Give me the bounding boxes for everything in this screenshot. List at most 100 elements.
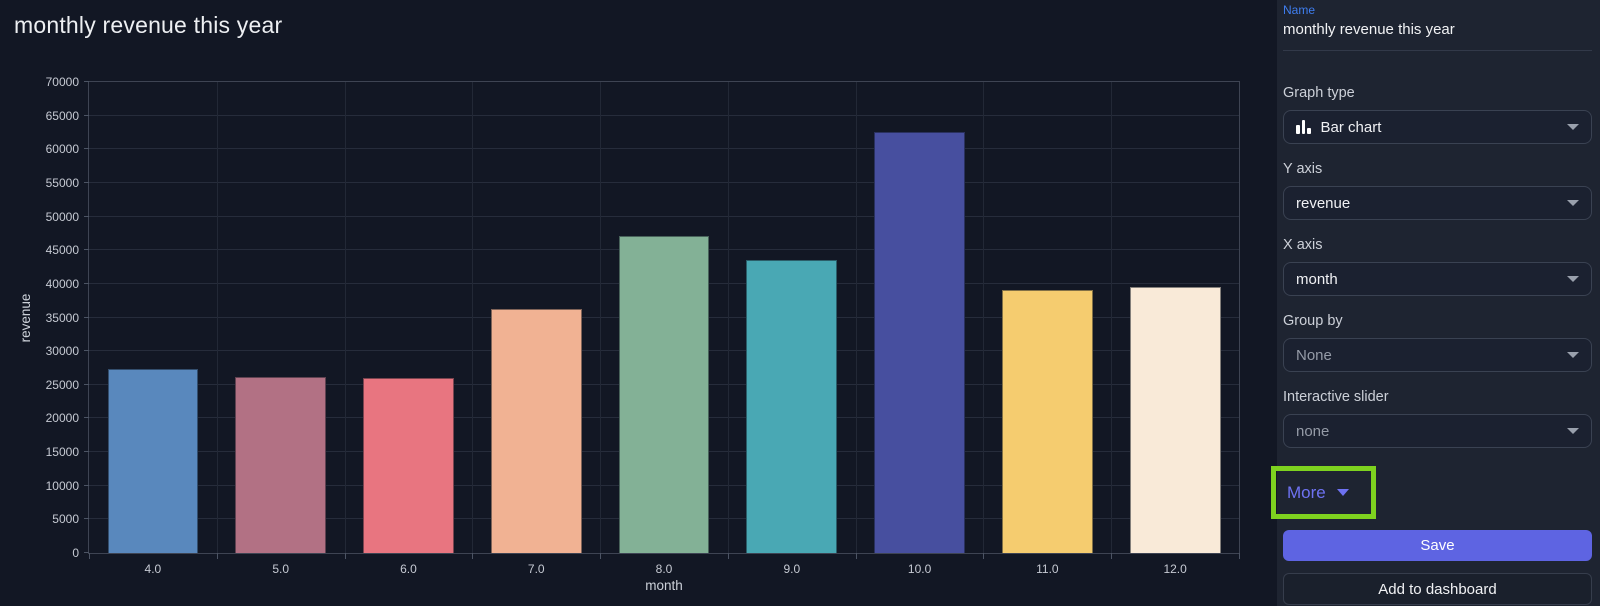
y-axis-title: revenue — [18, 293, 33, 342]
y-tick-label: 55000 — [45, 175, 79, 190]
y-tick-label: 50000 — [45, 209, 79, 224]
bar-10.0[interactable] — [874, 132, 965, 553]
field-group: Group by None — [1283, 314, 1592, 372]
page-title: monthly revenue this year — [14, 12, 283, 38]
divider — [1283, 50, 1592, 51]
gridline-horizontal — [89, 148, 1239, 150]
y-tick-mark — [84, 383, 89, 385]
x-tick-mark — [344, 553, 346, 559]
dropdown-value: month — [1296, 270, 1338, 288]
y-tick-mark — [84, 350, 89, 352]
dropdown-value: None — [1296, 346, 1332, 364]
y-tick-mark — [84, 484, 89, 486]
x-tick-label: 6.0 — [400, 562, 417, 576]
chevron-down-icon — [1567, 200, 1579, 206]
field-label: X axis — [1283, 237, 1323, 253]
annotation-highlight-box: More — [1271, 466, 1376, 519]
dropdown-graph-type[interactable]: Bar chart — [1283, 110, 1592, 144]
name-field-label: Name — [1283, 3, 1316, 17]
x-tick-mark — [855, 553, 857, 559]
bar-cell — [856, 82, 984, 553]
config-sidebar: Name monthly revenue this year Graph typ… — [1271, 0, 1600, 606]
x-tick-mark — [727, 553, 729, 559]
dropdown-value: revenue — [1296, 194, 1351, 212]
bar-cell — [89, 82, 217, 553]
chevron-down-icon — [1567, 352, 1579, 358]
field-group: Y axis revenue — [1283, 162, 1592, 220]
bar-5.0[interactable] — [235, 377, 327, 553]
y-tick-label: 60000 — [45, 142, 79, 157]
field-group: Graph type Bar chart — [1283, 86, 1592, 144]
bar-chart-icon — [1296, 120, 1311, 134]
x-tick-mark — [472, 553, 474, 559]
chart-canvas: monthly revenue this year 0 5000 10000 1500… — [14, 12, 1240, 593]
bar-12.0[interactable] — [1129, 287, 1221, 553]
x-tick-label: 8.0 — [655, 562, 673, 576]
x-tick-row: 4.0 5.0 6.0 7.0 8.0 9.0 10.0 11.0 12.0 — [89, 562, 1239, 576]
x-tick-label: 12.0 — [1163, 562, 1187, 576]
bar-9.0[interactable] — [746, 260, 838, 553]
more-button[interactable]: More — [1287, 483, 1349, 503]
y-tick-mark — [84, 249, 89, 251]
y-tick-label: 20000 — [45, 411, 79, 426]
dropdown-y-axis[interactable]: revenue — [1283, 186, 1592, 220]
y-tick-label: 10000 — [45, 478, 79, 493]
y-tick-mark — [84, 181, 89, 183]
bars-layer — [89, 82, 1239, 553]
bar-4.0[interactable] — [107, 369, 199, 553]
chevron-down-icon — [1336, 489, 1349, 496]
x-tick-mark — [216, 553, 218, 559]
x-tick-mark — [1111, 553, 1113, 559]
x-axis-title: month — [645, 578, 683, 593]
gridline-horizontal — [89, 181, 1239, 183]
y-tick-label: 40000 — [45, 276, 79, 291]
name-field-value[interactable]: monthly revenue this year — [1283, 21, 1455, 38]
field-label: Y axis — [1283, 161, 1323, 177]
y-tick-label: 70000 — [45, 75, 79, 89]
x-tick-label: 9.0 — [783, 562, 801, 576]
bar-11.0[interactable] — [1002, 289, 1093, 553]
y-tick-label: 25000 — [45, 377, 79, 392]
field-group: X axis month — [1283, 238, 1592, 296]
gridline-vertical — [1111, 82, 1113, 553]
bar-cell — [345, 82, 473, 553]
y-tick-mark — [84, 417, 89, 419]
chevron-down-icon — [1567, 428, 1579, 434]
bar-cell — [983, 82, 1111, 553]
bar-7.0[interactable] — [490, 308, 582, 553]
x-tick-label: 5.0 — [272, 562, 290, 576]
x-tick-mark — [600, 553, 602, 559]
x-tick-label: 11.0 — [1036, 562, 1059, 576]
gridline-vertical — [727, 82, 729, 553]
gridline-horizontal — [89, 215, 1239, 217]
dropdown-group-by[interactable]: None — [1283, 338, 1592, 372]
bar-chart: 0 5000 10000 15000 20000 25000 30000 35000 40000… — [18, 76, 1240, 593]
dropdown-x-axis[interactable]: month — [1283, 262, 1592, 296]
dropdown-interactive-slider[interactable]: none — [1283, 414, 1592, 448]
dropdown-value: none — [1296, 422, 1330, 440]
y-tick-mark — [84, 148, 89, 150]
x-tick-mark — [983, 553, 985, 559]
bar-cell — [472, 82, 600, 553]
y-tick-mark — [84, 114, 89, 116]
x-tick-label: 7.0 — [527, 562, 545, 576]
y-tick-mark — [84, 518, 89, 520]
y-tick-mark — [84, 282, 89, 284]
field-label: Group by — [1283, 313, 1343, 329]
x-tick-label: 10.0 — [907, 562, 932, 576]
y-tick-mark — [84, 451, 89, 453]
y-tick-label: 15000 — [45, 445, 79, 460]
y-tick-mark — [84, 552, 89, 553]
chevron-down-icon — [1567, 124, 1579, 130]
y-tick-mark — [84, 215, 89, 217]
y-tick-mark — [84, 316, 89, 318]
add-to-dashboard-button[interactable]: Add to dashboard — [1283, 573, 1592, 605]
bar-8.0[interactable] — [618, 236, 710, 553]
y-tick-label: 30000 — [45, 344, 79, 359]
save-button[interactable]: Save — [1283, 530, 1592, 561]
y-tick-label: 5000 — [52, 512, 79, 527]
chevron-down-icon — [1567, 276, 1579, 282]
gridline-vertical — [600, 82, 602, 553]
bar-6.0[interactable] — [363, 378, 454, 553]
gridline-vertical — [855, 82, 857, 553]
